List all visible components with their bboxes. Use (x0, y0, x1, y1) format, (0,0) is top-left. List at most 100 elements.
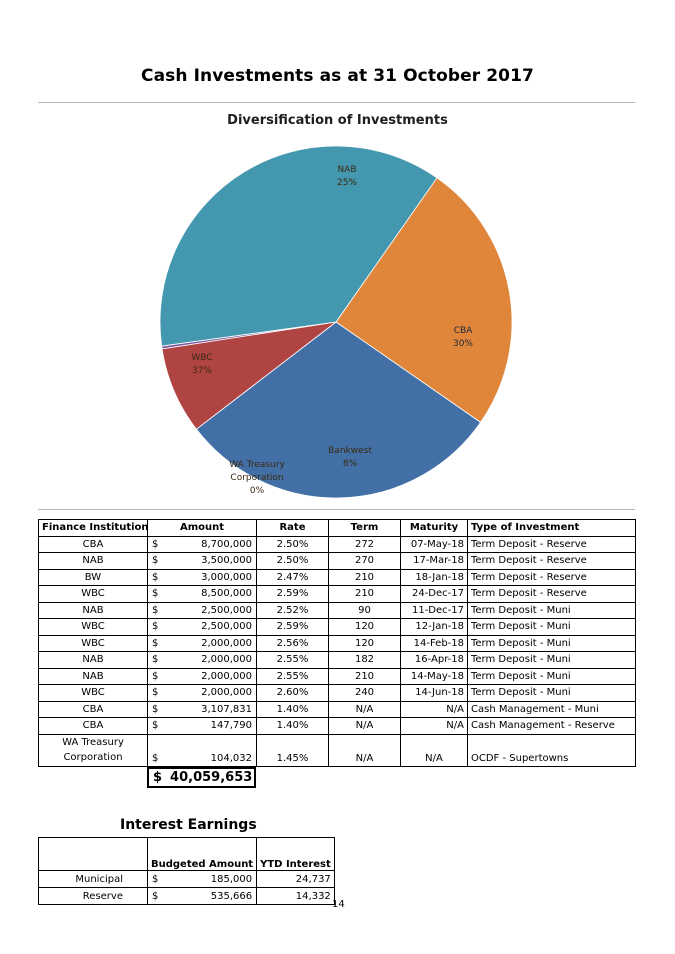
cell-type: Term Deposit - Reserve (467, 552, 636, 570)
cell-amount: $2,000,000 (147, 634, 257, 652)
cell-term: 120 (328, 634, 401, 652)
cell-maturity: N/A (400, 733, 468, 767)
interest-row: Municipal $185,000 24,737 (38, 870, 335, 888)
cell-institution: WBC (38, 684, 148, 702)
cell-term: 90 (328, 601, 401, 619)
cell-rate: 2.50% (256, 535, 329, 553)
amount-value: 3,107,831 (201, 703, 252, 715)
cell-institution: CBA (38, 700, 148, 718)
slice-label-cba: CBA (454, 326, 473, 336)
page-number: 14 (332, 899, 345, 910)
currency: $ (152, 720, 159, 732)
cell-rate: 1.40% (256, 700, 329, 718)
currency: $ (152, 538, 159, 550)
amount-value: 3,500,000 (201, 555, 252, 567)
slice-label-wa-treasury-corporation: Corporation (230, 473, 283, 483)
cell-institution: WBC (38, 618, 148, 636)
currency: $ (152, 604, 159, 616)
cell-rate: 2.47% (256, 568, 329, 586)
amount-value: 104,032 (210, 752, 252, 764)
currency: $ (152, 687, 159, 699)
header-ytd: YTD Interest (256, 837, 335, 871)
cell-type: Cash Management - Reserve (467, 717, 636, 735)
table-header-row: Finance Institution Amount Rate Term Mat… (38, 519, 636, 537)
table-row: NAB $2,000,000 2.55% 182 16-Apr-18 Term Depos… (38, 651, 636, 669)
investments-table: Finance Institution Amount Rate Term Mat… (38, 519, 636, 767)
amount-value: 8,500,000 (201, 588, 252, 600)
table-row: WBC $2,000,000 2.60% 240 14-Jun-18 Term Depos… (38, 684, 636, 702)
table-row: NAB $2,500,000 2.52% 90 11-Dec-17 Term Deposi… (38, 601, 636, 619)
cell-type: Term Deposit - Muni (467, 618, 636, 636)
cell-amount: $2,000,000 (147, 651, 257, 669)
cell-term: N/A (328, 717, 401, 735)
cell-rate: 2.55% (256, 651, 329, 669)
cell-amount: $2,500,000 (147, 618, 257, 636)
currency: $ (152, 890, 159, 902)
cell-term: 182 (328, 651, 401, 669)
cell-institution: BW (38, 568, 148, 586)
cell-rate: 1.40% (256, 717, 329, 735)
currency: $ (152, 637, 159, 649)
cell-type: OCDF - Supertowns (467, 733, 636, 767)
cell-amount: $2,500,000 (147, 601, 257, 619)
interest-table: Budgeted Amount YTD Interest Municipal $… (38, 837, 335, 905)
cell-institution: WBC (38, 585, 148, 603)
table-row: WBC $2,500,000 2.59% 120 12-Jan-18 Term Depos… (38, 618, 636, 636)
slice-label-nab: NAB (337, 165, 356, 175)
currency: $ (152, 752, 159, 764)
cell-type: Term Deposit - Reserve (467, 585, 636, 603)
pie-slice-nab (335, 177, 513, 423)
cell-amount: $2,000,000 (147, 667, 257, 685)
cell-amount: $3,000,000 (147, 568, 257, 586)
cell-institution: NAB (38, 601, 148, 619)
interest-budgeted-cell: $535,666 (146, 887, 258, 905)
table-row: CBA $8,700,000 2.50% 272 07-May-18 Term Depos… (38, 535, 636, 553)
amount-value: 8,700,000 (201, 538, 252, 550)
table-row: CBA $147,790 1.40% N/A N/A Cash Management - … (38, 717, 636, 735)
cell-institution: NAB (38, 651, 148, 669)
cell-amount: $3,107,831 (147, 700, 257, 718)
cell-maturity: 14-May-18 (400, 667, 468, 685)
cell-rate: 2.50% (256, 552, 329, 570)
pie-slice-cba (195, 321, 482, 499)
cell-rate: 2.56% (256, 634, 329, 652)
cell-amount: $8,500,000 (147, 585, 257, 603)
cell-maturity: 24-Dec-17 (400, 585, 468, 603)
interest-header-row: Budgeted Amount YTD Interest (38, 837, 335, 871)
cell-type: Cash Management - Muni (467, 700, 636, 718)
header-maturity: Maturity (400, 519, 468, 537)
interest-row-label: Reserve (38, 887, 148, 905)
amount-value: 2,000,000 (201, 654, 252, 666)
currency: $ (152, 703, 159, 715)
cell-maturity: 16-Apr-18 (400, 651, 468, 669)
cell-maturity: 11-Dec-17 (400, 601, 468, 619)
cell-maturity: 12-Jan-18 (400, 618, 468, 636)
slice-percent-cba: 30% (453, 339, 473, 349)
ytd-value: 24,737 (256, 870, 335, 888)
pie-chart: NAB 25% CBA 30% Bankwest 8% WA Treasury Corpora… (159, 145, 513, 499)
cell-term: 210 (328, 568, 401, 586)
cell-term: 240 (328, 684, 401, 702)
amount-value: 3,000,000 (201, 571, 252, 583)
cell-term: 210 (328, 585, 401, 603)
cell-rate: 1.45% (256, 733, 329, 767)
table-row: NAB $2,000,000 2.55% 210 14-May-18 Term Depos… (38, 667, 636, 685)
cell-institution: NAB (38, 667, 148, 685)
header-rate: Rate (256, 519, 329, 537)
table-row: WA Treasury Corporation $104,032 1.45% N/A N/… (38, 733, 636, 767)
cell-maturity: N/A (400, 700, 468, 718)
currency: $ (152, 588, 159, 600)
slice-label-bankwest: Bankwest (328, 446, 372, 456)
cell-rate: 2.60% (256, 684, 329, 702)
slice-percent-nab: 25% (337, 178, 357, 188)
total-currency: $ (153, 770, 163, 785)
header-amount: Amount (147, 519, 257, 537)
cell-term: 270 (328, 552, 401, 570)
cell-maturity: 14-Jun-18 (400, 684, 468, 702)
cell-maturity: 18-Jan-18 (400, 568, 468, 586)
header-budgeted: Budgeted Amount (146, 837, 258, 871)
currency: $ (152, 555, 159, 567)
cell-type: Term Deposit - Muni (467, 684, 636, 702)
cell-term: 210 (328, 667, 401, 685)
cell-maturity: 17-Mar-18 (400, 552, 468, 570)
